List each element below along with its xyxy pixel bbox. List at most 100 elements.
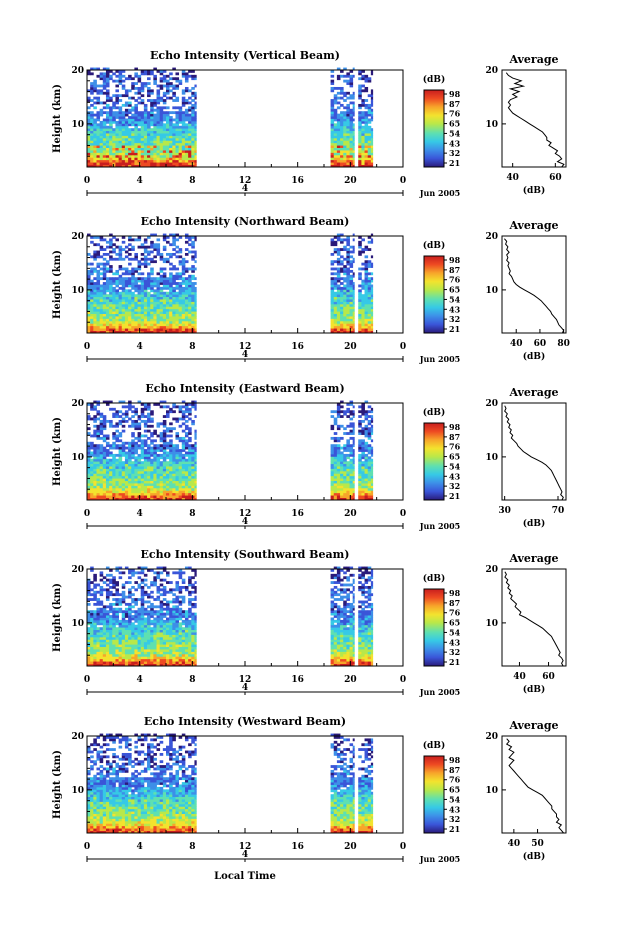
heatmap-cell [343,79,347,83]
heatmap-cell [188,407,192,411]
heatmap-cell [105,451,110,455]
heatmap-cell [118,458,123,462]
heatmap-cell [191,299,195,302]
heatmap-cell [140,444,145,448]
heatmap-cell [121,328,126,331]
colorbar-tick-label: 98 [449,89,461,99]
heatmap-cell [162,470,167,474]
heatmap-cell [361,103,365,107]
heatmap-cell [349,262,354,266]
heatmap-cell [358,656,362,660]
heatmap-cell [143,453,148,457]
heatmap-cell [153,487,157,491]
heatmap-cell [175,120,180,124]
heatmap-cell [191,303,195,307]
heatmap-cell [181,111,186,115]
heatmap-cell [90,480,94,484]
heatmap-cell [153,294,157,298]
heatmap-cell [134,412,138,416]
heatmap-cell [367,318,372,322]
heatmap-cell [137,463,142,467]
heatmap-cell [346,497,350,501]
heatmap-cell [118,449,123,452]
heatmap-cell [343,238,347,242]
heatmap-cell [140,128,145,132]
heatmap-cell [188,70,192,73]
heatmap-cell [87,495,91,498]
heatmap-cell [143,162,148,165]
heatmap-cell [115,116,119,119]
heatmap-cell [194,490,197,494]
heatmap-cell [137,236,142,239]
heatmap-cell [118,252,123,256]
heatmap-cell [364,458,369,462]
heatmap-cell [330,294,335,298]
heatmap-cell [159,294,164,298]
heatmap-cell [140,492,145,496]
heatmap-cell [188,328,192,331]
heatmap-cell [340,103,344,107]
heatmap-cell [112,130,116,134]
heatmap-cell [349,490,354,494]
heatmap-cell [370,116,374,119]
heatmap-cell [156,162,161,165]
heatmap-cell [124,159,129,163]
heatmap-cell [370,118,374,122]
heatmap-cell [358,147,362,151]
heatmap-cell [143,255,148,259]
heatmap-cell [115,424,119,428]
heatmap-cell [128,142,132,146]
heatmap-cell [191,663,195,667]
heatmap-cell [128,651,132,655]
heatmap-cell [175,233,180,237]
heatmap-cell [191,325,195,329]
heatmap-cell [346,133,350,136]
heatmap-cell [370,101,374,105]
heatmap-cell [184,137,189,141]
heatmap-cell [137,294,142,298]
heatmap-cell [137,400,142,404]
heatmap-cell [166,79,170,83]
heatmap-cell [343,328,347,331]
heatmap-cell [175,282,180,285]
heatmap-cell [143,277,148,281]
heatmap-cell [150,308,154,312]
heatmap-cell [349,308,354,312]
heatmap-cell [349,108,354,112]
heatmap-cell [128,116,132,119]
heatmap-cell [181,301,186,305]
heatmap-cell [118,475,123,479]
heatmap-cell [147,323,151,327]
heatmap-cell [105,91,110,95]
heatmap-cell [93,308,97,312]
heatmap-cell [343,320,347,324]
heatmap-cell [96,318,101,322]
heatmap-cell [343,159,347,163]
heatmap-cell [90,150,94,153]
heatmap-cell [340,492,344,496]
heatmap-cell [349,468,354,472]
heatmap-cell [346,128,350,132]
heatmap-cell [99,427,104,431]
heatmap-cell [330,661,335,664]
heatmap-cell [115,436,119,440]
heatmap-cell [134,422,138,426]
heatmap-cell [96,323,101,327]
heatmap-cell [143,72,148,76]
heatmap-cell [137,458,142,462]
heatmap-cell [188,649,192,652]
heatmap-cell [159,653,164,657]
heatmap-cell [147,487,151,491]
heatmap-cell [105,77,110,81]
heatmap-cell [358,137,362,141]
heatmap-cell [370,330,374,334]
heatmap-cell [90,255,94,259]
heatmap-cell [121,466,126,469]
heatmap-cell [361,147,365,151]
heatmap-cell [128,325,132,329]
heatmap-cell [166,279,170,283]
heatmap-cell [137,135,142,139]
heatmap-cell [128,147,132,151]
heatmap-cell [175,286,180,290]
heatmap-cell [361,649,365,652]
